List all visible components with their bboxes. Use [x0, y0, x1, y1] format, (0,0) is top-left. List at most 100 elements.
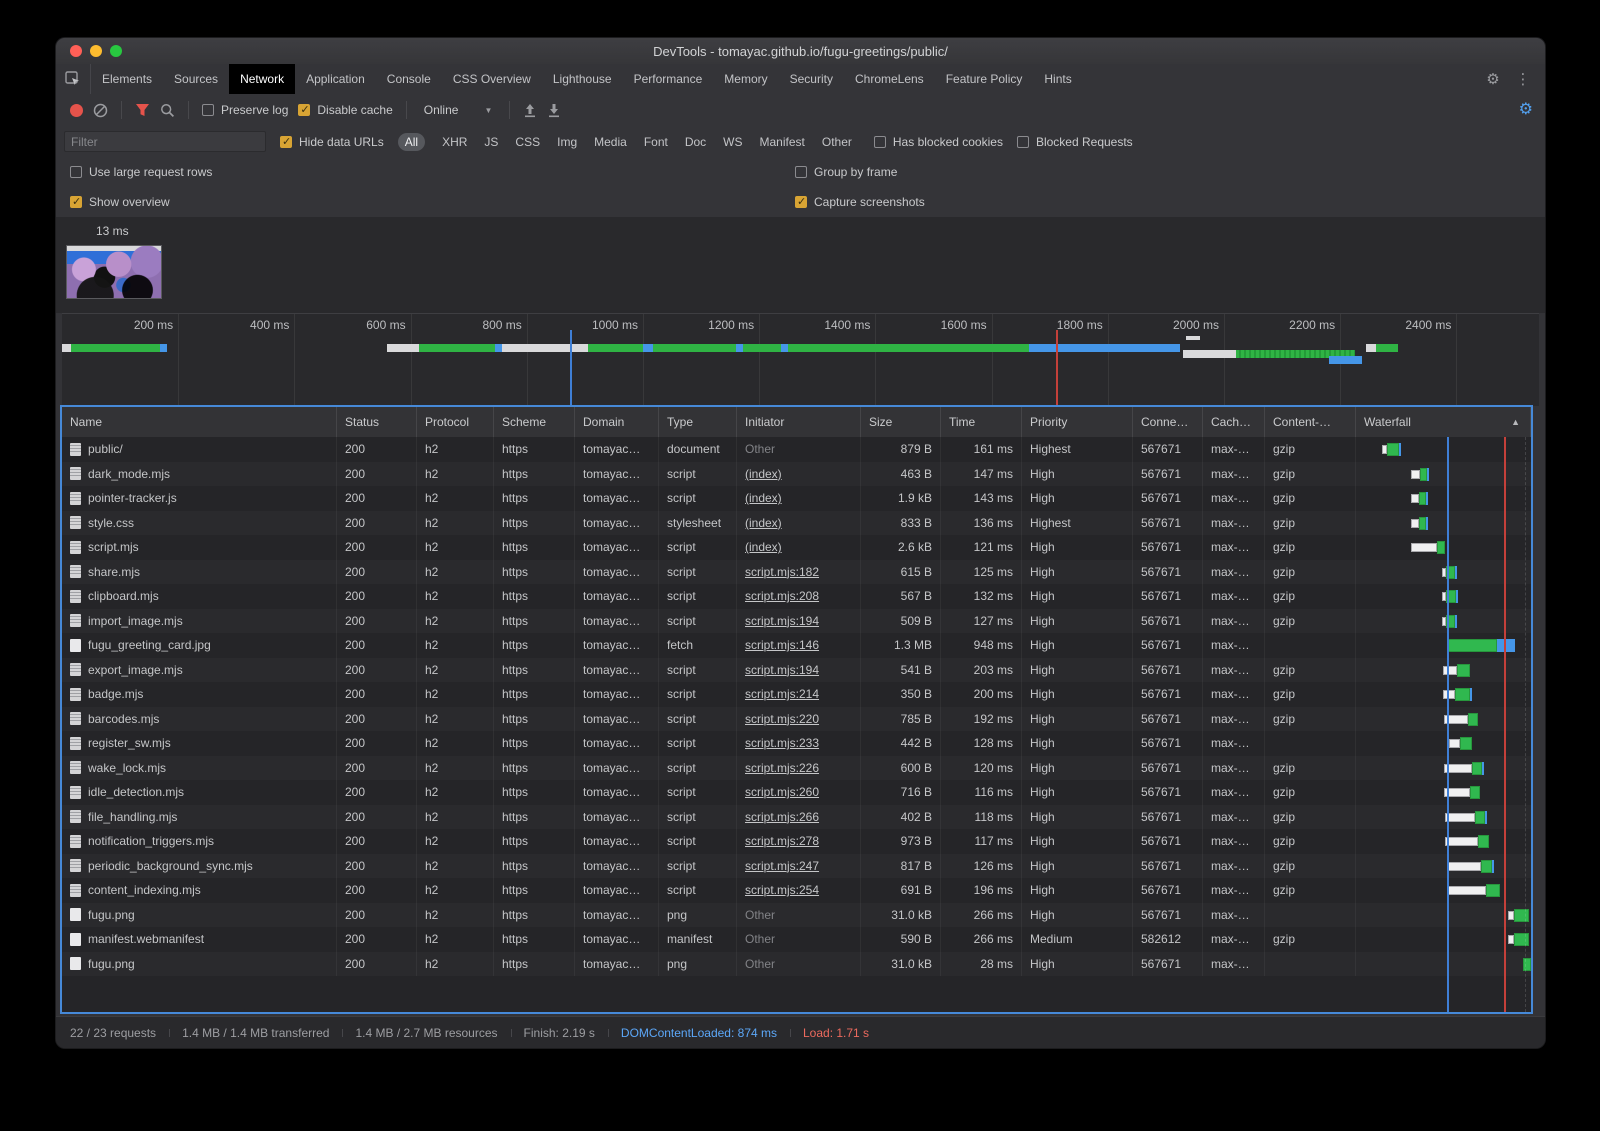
tab-elements[interactable]: Elements — [102, 72, 153, 86]
table-row[interactable]: barcodes.mjs 200 h2 https tomayac… script scri… — [62, 706, 1531, 731]
disable-cache-checkbox[interactable]: Disable cache — [298, 103, 393, 117]
column-header-domain[interactable]: Domain — [575, 407, 659, 437]
column-header-content[interactable]: Content-… — [1265, 407, 1356, 437]
column-header-cache[interactable]: Cach… — [1203, 407, 1265, 437]
initiator-link[interactable]: script.mjs:233 — [745, 736, 820, 751]
tab-sources[interactable]: Sources — [174, 72, 219, 86]
initiator-link[interactable]: script.mjs:266 — [745, 809, 820, 824]
filter-input[interactable] — [64, 131, 266, 152]
checkbox[interactable] — [873, 135, 886, 148]
type-filter-font[interactable]: Font — [643, 134, 668, 149]
table-row[interactable]: register_sw.mjs 200 h2 https tomayac… script s… — [62, 731, 1531, 756]
initiator-link[interactable]: script.mjs:220 — [745, 711, 820, 726]
inspect-element-icon[interactable] — [56, 64, 91, 94]
column-header-time[interactable]: Time — [941, 407, 1022, 437]
search-icon[interactable] — [160, 103, 175, 118]
network-conditions-gear-icon[interactable]: ⚙ — [1518, 101, 1533, 118]
initiator-link[interactable]: (index) — [745, 491, 782, 506]
checkbox[interactable] — [70, 195, 82, 208]
column-header-connection[interactable]: Conne… — [1133, 407, 1203, 437]
column-header-size[interactable]: Size — [861, 407, 941, 437]
initiator-link[interactable]: (index) — [745, 540, 782, 555]
table-row[interactable]: style.css 200 h2 https tomayac… stylesheet (in… — [62, 510, 1531, 535]
column-header-priority[interactable]: Priority — [1022, 407, 1133, 437]
has-blocked-cookies-checkbox[interactable]: Has blocked cookies — [873, 135, 1003, 149]
record-network-log-icon[interactable] — [70, 103, 83, 117]
tab-feature-policy[interactable]: Feature Policy — [945, 72, 1023, 86]
tab-memory[interactable]: Memory — [724, 72, 768, 86]
initiator-link[interactable]: script.mjs:260 — [745, 785, 820, 800]
initiator-link[interactable]: script.mjs:208 — [745, 589, 820, 604]
filmstrip-screenshot[interactable] — [66, 245, 162, 299]
network-overview-timeline[interactable]: 200 ms 400 ms 600 ms 800 ms 1000 ms 1200 ms 14… — [62, 313, 1539, 406]
tab-css-overview[interactable]: CSS Overview — [452, 72, 531, 86]
table-row[interactable]: import_image.mjs 200 h2 https tomayac… script… — [62, 608, 1531, 633]
group-by-frame-checkbox[interactable]: Group by frame — [795, 165, 897, 179]
type-filter-xhr[interactable]: XHR — [442, 134, 468, 149]
column-header-scheme[interactable]: Scheme — [494, 407, 575, 437]
type-filter-all[interactable]: All — [397, 132, 426, 151]
checkbox[interactable] — [202, 104, 214, 116]
table-row[interactable]: fugu.png 200 h2 https tomayac… png Other 31.0 k… — [62, 902, 1531, 927]
column-header-initiator[interactable]: Initiator — [737, 407, 861, 437]
table-row[interactable]: clipboard.mjs 200 h2 https tomayac… script scr… — [62, 584, 1531, 609]
type-filter-ws[interactable]: WS — [723, 134, 743, 149]
initiator-link[interactable]: script.mjs:182 — [745, 564, 820, 579]
tab-security[interactable]: Security — [789, 72, 833, 86]
table-row[interactable]: content_indexing.mjs 200 h2 https tomayac… sc… — [62, 878, 1531, 903]
table-row[interactable]: fugu.png 200 h2 https tomayac… png Other 31.0 k… — [62, 951, 1531, 976]
more-options-icon[interactable]: ⋮ — [1515, 71, 1531, 88]
table-row[interactable]: periodic_background_sync.mjs 200 h2 https to… — [62, 853, 1531, 878]
window-controls[interactable] — [70, 45, 122, 57]
checkbox[interactable] — [280, 135, 292, 148]
table-row[interactable]: notification_triggers.mjs 200 h2 https tomay… — [62, 829, 1531, 854]
type-filter-js[interactable]: JS — [484, 134, 499, 149]
checkbox[interactable] — [795, 195, 807, 208]
settings-gear-icon[interactable]: ⚙ — [1486, 71, 1500, 88]
type-filter-img[interactable]: Img — [557, 134, 578, 149]
checkbox[interactable] — [1016, 135, 1029, 148]
table-row[interactable]: wake_lock.mjs 200 h2 https tomayac… script scr… — [62, 755, 1531, 780]
table-row[interactable]: idle_detection.mjs 200 h2 https tomayac… scri… — [62, 780, 1531, 805]
tab-hints[interactable]: Hints — [1044, 72, 1072, 86]
initiator-link[interactable]: script.mjs:278 — [745, 834, 820, 849]
tab-application[interactable]: Application — [306, 72, 365, 86]
import-har-icon[interactable] — [523, 103, 537, 118]
initiator-link[interactable]: (index) — [745, 466, 782, 481]
show-overview-checkbox[interactable]: Show overview — [70, 195, 170, 209]
initiator-link[interactable]: script.mjs:146 — [745, 638, 820, 653]
table-row[interactable]: dark_mode.mjs 200 h2 https tomayac… script (in… — [62, 461, 1531, 486]
minimize-window-button[interactable] — [90, 45, 102, 57]
type-filter-media[interactable]: Media — [594, 134, 627, 149]
table-row[interactable]: badge.mjs 200 h2 https tomayac… script script.… — [62, 682, 1531, 707]
initiator-link[interactable]: script.mjs:214 — [745, 687, 820, 702]
tab-console[interactable]: Console — [386, 72, 431, 86]
table-row[interactable]: script.mjs 200 h2 https tomayac… script (index… — [62, 535, 1531, 560]
initiator-link[interactable]: script.mjs:254 — [745, 883, 820, 898]
checkbox[interactable] — [298, 103, 311, 116]
checkbox[interactable] — [70, 166, 82, 178]
hide-data-urls-checkbox[interactable]: Hide data URLs — [280, 135, 384, 149]
table-row[interactable]: file_handling.mjs 200 h2 https tomayac… scrip… — [62, 804, 1531, 829]
preserve-log-checkbox[interactable]: Preserve log — [202, 103, 288, 117]
capture-screenshots-checkbox[interactable]: Capture screenshots — [795, 195, 925, 209]
column-header-name[interactable]: Name — [62, 407, 337, 437]
blocked-requests-checkbox[interactable]: Blocked Requests — [1016, 135, 1133, 149]
column-header-waterfall[interactable]: Waterfall ▲ — [1356, 407, 1531, 437]
initiator-link[interactable]: (index) — [745, 515, 782, 530]
tab-lighthouse[interactable]: Lighthouse — [552, 72, 612, 86]
export-har-icon[interactable] — [547, 103, 561, 118]
table-row[interactable]: manifest.webmanifest 200 h2 https tomayac… ma… — [62, 927, 1531, 952]
column-header-type[interactable]: Type — [659, 407, 737, 437]
initiator-link[interactable]: script.mjs:194 — [745, 662, 820, 677]
clear-icon[interactable] — [93, 103, 108, 118]
initiator-link[interactable]: script.mjs:194 — [745, 613, 820, 628]
type-filter-css[interactable]: CSS — [515, 134, 541, 149]
tab-chromelens[interactable]: ChromeLens — [854, 72, 924, 86]
type-filter-doc[interactable]: Doc — [684, 134, 707, 149]
initiator-link[interactable]: script.mjs:247 — [745, 858, 820, 873]
table-row[interactable]: fugu_greeting_card.jpg 200 h2 https tomayac…… — [62, 633, 1531, 658]
tab-network[interactable]: Network — [229, 64, 296, 94]
use-large-request-rows-checkbox[interactable]: Use large request rows — [70, 165, 212, 179]
column-header-status[interactable]: Status — [337, 407, 417, 437]
